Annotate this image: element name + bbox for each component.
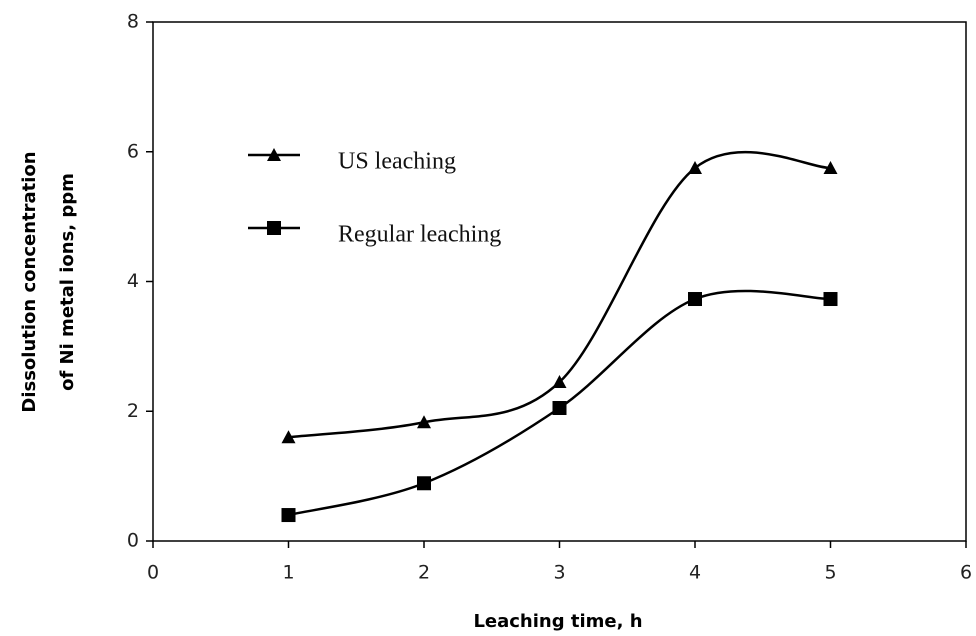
x-tick-label: 1 xyxy=(282,562,294,584)
x-tick-label: 5 xyxy=(824,562,836,584)
x-tick-label: 4 xyxy=(689,562,701,584)
plot-frame xyxy=(152,21,967,542)
legend-label: US leaching xyxy=(338,149,456,175)
y-tick-label: 2 xyxy=(127,400,139,422)
series-line xyxy=(288,150,831,439)
legend-marker xyxy=(267,221,281,235)
legend-marker xyxy=(267,148,281,161)
data-point xyxy=(417,476,431,491)
x-tick-label: 0 xyxy=(147,562,159,584)
y-axis-label: of Ni metal ions, ppm xyxy=(57,173,78,391)
data-point xyxy=(688,292,702,307)
legend-label: Regular leaching xyxy=(338,222,501,248)
x-tick-label: 2 xyxy=(418,562,430,584)
data-point xyxy=(417,415,431,429)
data-point xyxy=(823,292,838,307)
y-axis-label: Dissolution concentration xyxy=(19,151,40,412)
y-tick-label: 0 xyxy=(127,530,139,552)
data-point xyxy=(552,375,567,389)
data-point xyxy=(688,160,702,174)
data-point xyxy=(281,430,296,444)
y-tick-label: 4 xyxy=(127,270,139,292)
y-tick-label: 8 xyxy=(127,11,139,33)
data-point xyxy=(281,508,296,523)
x-tick-label: 6 xyxy=(960,562,972,584)
x-tick-label: 3 xyxy=(553,562,565,584)
y-tick-label: 6 xyxy=(127,140,139,162)
x-axis-label: Leaching time, h xyxy=(473,611,642,632)
data-point xyxy=(552,401,567,416)
data-point xyxy=(823,160,838,174)
